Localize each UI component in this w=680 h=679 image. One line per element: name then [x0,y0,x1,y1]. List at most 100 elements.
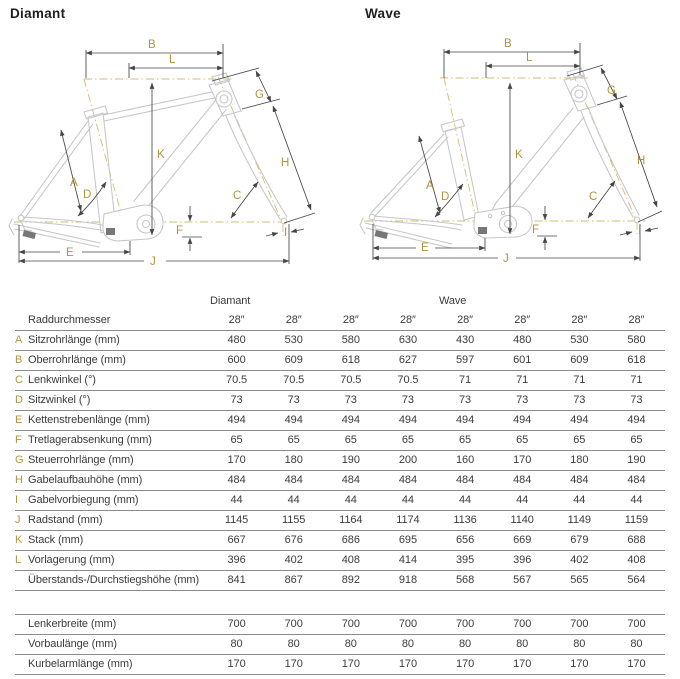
dimension-labels: B L K A D C G H F E J I [66,39,289,268]
spec-value: 494 [227,414,246,426]
spec-row: G Steuerrohrlänge (mm) 170 180 190 200 1… [15,451,665,471]
spec-value: 700 [627,618,646,630]
spec-value: 667 [227,534,246,546]
spec-row: C Lenkwinkel (°) 70.5 70.5 70.5 70.5 71 … [15,371,665,391]
spec-value: 580 [341,334,360,346]
spec-value: 70.5 [283,374,305,386]
row-letter: J [15,514,21,526]
row-label: Stack (mm) [28,534,84,546]
spec-value: 408 [341,554,360,566]
spec-value: 170 [627,658,646,670]
spec-value: 1164 [339,514,363,526]
spec-value: 1140 [510,514,534,526]
spec-value: 80 [630,638,643,650]
spec-value: 402 [570,554,589,566]
spec-value: 160 [456,454,475,466]
row-letter [15,571,28,590]
geometry-table: Diamant Wave Raddurchmesser 28″ 28″ 28″ … [15,292,665,675]
spec-value: 73 [459,394,472,406]
spec-value: 618 [627,354,646,366]
row-letter: E [15,414,23,426]
spec-value: 170 [398,658,417,670]
spec-value: 530 [284,334,303,346]
wheel-size-value: 28″ [285,314,302,326]
spec-value: 494 [456,414,475,426]
spec-value: 494 [341,414,360,426]
spec-value: 484 [513,474,532,486]
row-letter: F [15,434,22,446]
wheel-size-value: 28″ [400,314,416,326]
dim-label-H: H [281,157,289,169]
row-label: Steuerrohrlänge (mm) [28,454,134,466]
spec-value: 80 [344,638,357,650]
spec-value: 73 [230,394,243,406]
group-header-diamant: Diamant [210,295,251,307]
spec-value: 65 [401,434,414,446]
spec-value: 494 [627,414,646,426]
row-label: Sitzwinkel (°) [28,394,91,406]
spec-value: 402 [284,554,303,566]
wheel-size-value: 28″ [514,314,531,326]
spec-row: Überstands-/Durchstiegshöhe (mm) 841 867… [15,571,665,591]
spec-value: 430 [456,334,475,346]
spec-value: 80 [573,638,586,650]
spec-value: 480 [513,334,532,346]
row-label: Vorbaulänge (mm) [28,638,117,650]
spec-value: 44 [401,494,414,506]
dim-label-E: E [421,242,429,254]
spec-value: 530 [570,334,589,346]
spec-value: 170 [284,658,303,670]
spec-value: 656 [456,534,475,546]
spec-value: 700 [398,618,417,630]
spec-value: 70.5 [397,374,419,386]
dim-label-A: A [426,180,434,192]
dim-label-I: I [284,227,287,239]
row-letter: G [15,454,24,466]
dim-label-D: D [441,191,449,203]
spec-value: 695 [398,534,417,546]
row-letter [15,635,28,654]
dim-label-C: C [233,190,241,202]
spec-value: 180 [284,454,303,466]
spec-value: 71 [459,374,472,386]
row-letter: A [15,334,23,346]
dimension-lines [18,44,316,264]
row-label: Oberrohrlänge (mm) [28,354,126,366]
spec-row: F Tretlagerabsenkung (mm) 65 65 65 65 65… [15,431,665,451]
dim-label-K: K [157,149,165,161]
spec-value: 65 [516,434,529,446]
spec-row: Lenkerbreite (mm) 700 700 700 700 700 70… [15,615,665,635]
spec-value: 73 [573,394,586,406]
spec-value: 568 [456,574,475,586]
row-letter [15,655,28,674]
spec-value: 484 [341,474,360,486]
wheel-size-value: 28″ [571,314,588,326]
spec-value: 200 [398,454,417,466]
spec-value: 484 [398,474,417,486]
spec-row: D Sitzwinkel (°) 73 73 73 73 73 73 73 73 [15,391,665,411]
spec-row: A Sitzrohrlänge (mm) 480 530 580 630 430… [15,331,665,351]
spec-row: K Stack (mm) 667 676 686 695 656 669 679… [15,531,665,551]
row-label: Lenkwinkel (°) [28,374,96,386]
row-letter [15,615,28,634]
dim-label-C: C [589,191,597,203]
spec-value: 700 [284,618,303,630]
dim-label-L: L [526,52,533,64]
spec-value: 80 [516,638,529,650]
spec-value: 609 [284,354,303,366]
dimension-lines [372,43,663,261]
spec-value: 494 [513,414,532,426]
dim-label-I: I [638,225,641,237]
spec-value: 700 [570,618,589,630]
main-spec-rows: A Sitzrohrlänge (mm) 480 530 580 630 430… [15,331,665,591]
spec-value: 1174 [396,514,420,526]
spec-value: 73 [630,394,643,406]
spec-value: 484 [227,474,246,486]
dim-label-E: E [66,247,74,259]
row-label: Radstand (mm) [28,514,103,526]
spec-value: 700 [227,618,246,630]
spec-value: 73 [401,394,414,406]
row-label: Überstands-/Durchstiegshöhe (mm) [28,574,200,586]
spec-value: 65 [459,434,472,446]
spec-row: H Gabelaufbauhöhe (mm) 484 484 484 484 4… [15,471,665,491]
